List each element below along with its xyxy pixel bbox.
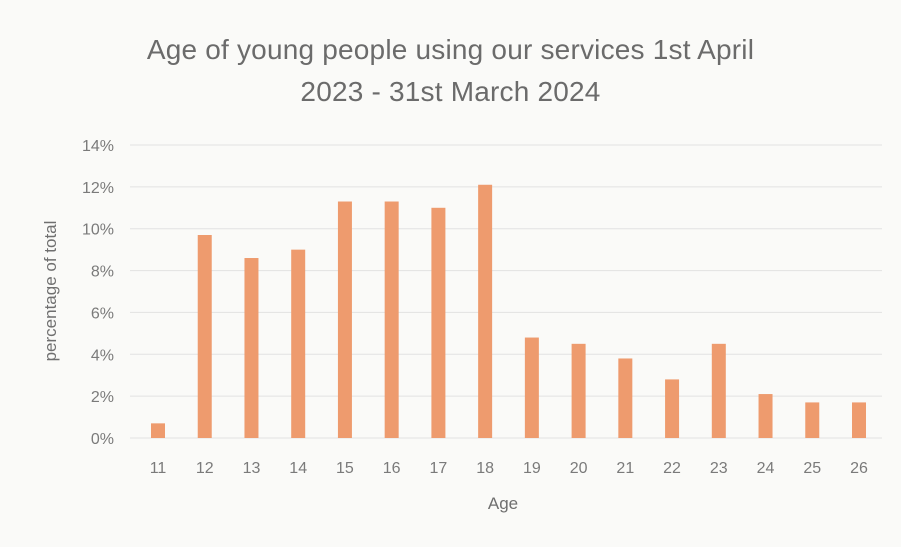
bars	[151, 184, 866, 438]
y-axis-title: percentage of total	[41, 221, 60, 362]
bar-age-22	[665, 379, 680, 438]
chart-title-line-1: Age of young people using our services 1…	[146, 34, 755, 65]
x-tick-label: 21	[616, 460, 634, 477]
y-tick-label: 4%	[91, 347, 114, 364]
x-tick-label: 19	[523, 460, 541, 477]
bar-age-23	[711, 343, 726, 438]
bar-age-20	[571, 343, 586, 438]
x-tick-label: 18	[476, 460, 494, 477]
bar-age-17	[431, 207, 446, 438]
x-tick-label: 16	[383, 460, 401, 477]
bar-age-21	[618, 358, 633, 438]
x-tick-label: 14	[289, 460, 307, 477]
bar-age-25	[805, 402, 820, 438]
x-axis-ticks: 11 12 13 14 15 16 17 18 19 20 21 22 23 24 25 26	[150, 460, 868, 477]
x-tick-label: 20	[570, 460, 588, 477]
y-tick-label: 6%	[91, 305, 114, 322]
y-tick-label: 12%	[82, 180, 114, 197]
x-tick-label: 12	[196, 460, 214, 477]
x-tick-label: 24	[757, 460, 775, 477]
x-tick-label: 15	[336, 460, 354, 477]
x-tick-label: 13	[243, 460, 261, 477]
bar-age-13	[244, 258, 259, 438]
bar-age-18	[478, 184, 493, 438]
y-tick-label: 0%	[91, 431, 114, 448]
x-tick-label: 23	[710, 460, 728, 477]
bar-age-15	[337, 201, 352, 438]
bar-age-16	[384, 201, 399, 438]
bar-age-24	[758, 394, 773, 438]
x-tick-label: 22	[663, 460, 681, 477]
y-tick-label: 8%	[91, 264, 114, 281]
bar-age-26	[852, 402, 866, 438]
x-tick-label: 26	[850, 460, 868, 477]
bar-age-14	[291, 249, 306, 438]
x-tick-label: 11	[150, 460, 167, 477]
y-tick-label: 14%	[82, 138, 114, 155]
y-tick-label: 2%	[91, 389, 114, 406]
bar-age-19	[524, 337, 539, 438]
x-axis-title: Age	[488, 494, 518, 513]
bar-age-12	[197, 234, 212, 438]
bar-age-11	[151, 423, 165, 438]
x-tick-label: 17	[430, 460, 448, 477]
x-tick-label: 25	[803, 460, 821, 477]
y-tick-label: 10%	[82, 222, 114, 239]
y-axis-ticks: 0% 2% 4% 6% 8% 10% 12% 14%	[82, 138, 114, 448]
chart-title-line-2: 2023 - 31st March 2024	[300, 76, 601, 107]
